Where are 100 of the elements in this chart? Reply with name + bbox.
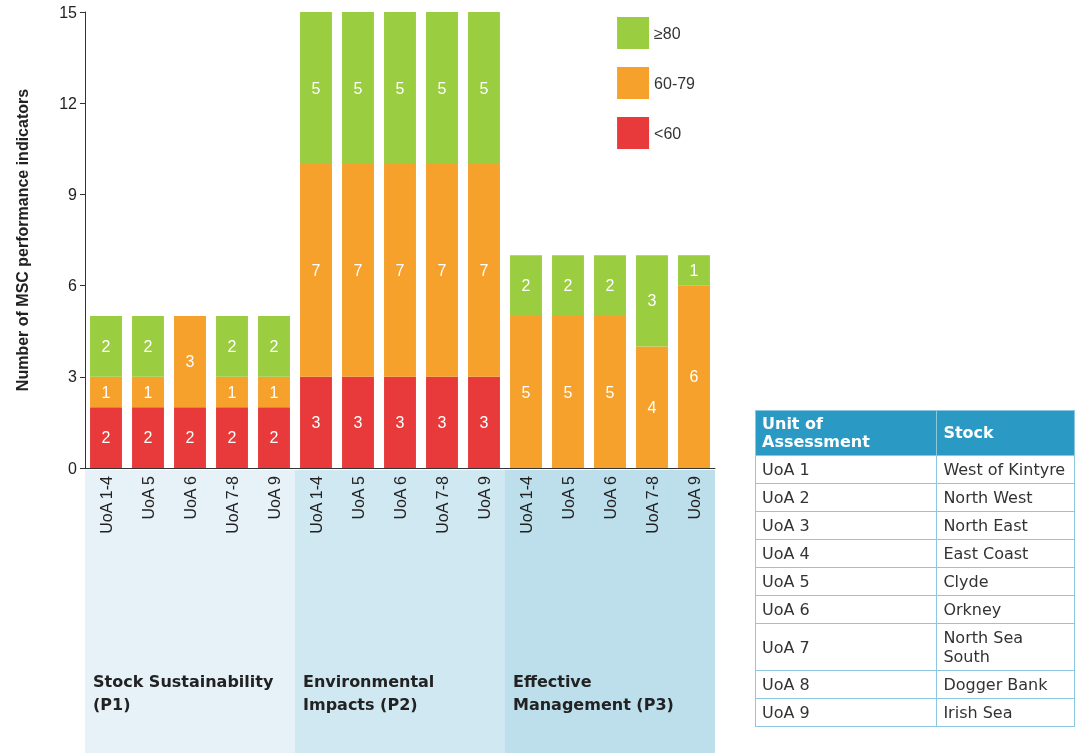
bar <box>678 255 710 286</box>
text: UoA 8 <box>755 670 937 699</box>
x-tick-label: UoA 1-4 <box>517 475 535 534</box>
bar <box>90 407 122 468</box>
data-label: 2 <box>269 337 279 355</box>
x-tick-label: UoA 9 <box>475 475 493 520</box>
data-label: 5 <box>311 79 321 97</box>
data-label: 2 <box>185 429 195 447</box>
data-label: 6 <box>689 368 699 386</box>
bar <box>384 12 416 164</box>
bar <box>174 316 206 408</box>
bar <box>342 376 374 468</box>
bar <box>552 255 584 316</box>
legend-label: <60 <box>654 124 682 142</box>
text: North East <box>936 511 1075 540</box>
data-label: 7 <box>437 261 447 279</box>
data-label: 2 <box>101 337 111 355</box>
bar <box>468 164 500 377</box>
data-label: 7 <box>311 261 321 279</box>
bar <box>468 376 500 468</box>
text: Stock <box>936 410 1075 456</box>
bar <box>174 407 206 468</box>
data-label: 1 <box>101 383 111 401</box>
data-label: 7 <box>353 261 363 279</box>
x-tick-label: UoA 7-8 <box>433 475 451 534</box>
bar <box>636 255 668 347</box>
text: UoA 1 <box>755 455 937 484</box>
y-tick-label: 0 <box>68 459 78 477</box>
bar <box>132 316 164 377</box>
bar <box>426 164 458 377</box>
text: UoA 5 <box>755 567 937 596</box>
text: Dogger Bank <box>936 670 1075 699</box>
bar <box>510 316 542 468</box>
bar <box>132 376 164 408</box>
text: UoA 7 <box>755 623 937 671</box>
text: Clyde <box>936 567 1075 596</box>
data-label: 3 <box>647 292 657 310</box>
data-label: 2 <box>227 337 237 355</box>
text: UoA 6 <box>755 595 937 624</box>
bar <box>594 255 626 316</box>
bar <box>552 316 584 468</box>
text: North West <box>936 483 1075 512</box>
data-label: 3 <box>437 413 447 431</box>
x-tick-label: UoA 9 <box>265 475 283 520</box>
data-label: 5 <box>395 79 405 97</box>
bar <box>300 164 332 377</box>
x-tick-label: UoA 5 <box>349 475 367 520</box>
data-label: 1 <box>227 383 237 401</box>
text: Stock Sustainability (P1) <box>93 671 275 716</box>
data-label: 1 <box>143 383 153 401</box>
x-tick-label: UoA 5 <box>559 475 577 520</box>
x-tick-label: UoA 7-8 <box>223 475 241 534</box>
data-label: 2 <box>563 277 573 295</box>
text: West of Kintyre <box>936 455 1075 484</box>
text: Effective Management (P3) <box>513 671 675 716</box>
data-label: 3 <box>395 413 405 431</box>
bar <box>426 376 458 468</box>
bar <box>258 376 290 408</box>
x-tick-label: UoA 9 <box>685 475 703 520</box>
text: UoA 2 <box>755 483 937 512</box>
x-tick-label: UoA 1-4 <box>97 475 115 534</box>
data-label: 2 <box>101 429 111 447</box>
data-label: 2 <box>143 429 153 447</box>
x-tick-label: UoA 7-8 <box>643 475 661 534</box>
x-tick-label: UoA 1-4 <box>307 475 325 534</box>
bar <box>384 376 416 468</box>
bar <box>300 12 332 164</box>
data-label: 7 <box>479 261 489 279</box>
bar <box>216 376 248 408</box>
text: Orkney <box>936 595 1075 624</box>
data-label: 5 <box>479 79 489 97</box>
x-tick-label: UoA 5 <box>139 475 157 520</box>
text: Irish Sea <box>936 698 1075 727</box>
y-axis-title: Number of MSC performance indicators <box>13 88 31 392</box>
bar <box>90 376 122 408</box>
text: Unit of Assessment <box>755 410 937 456</box>
data-label: 5 <box>437 79 447 97</box>
data-label: 2 <box>521 277 531 295</box>
bar <box>90 316 122 377</box>
bar <box>468 12 500 164</box>
bar <box>636 346 668 468</box>
data-label: 3 <box>479 413 489 431</box>
data-label: 1 <box>269 383 279 401</box>
y-tick-label: 12 <box>59 94 78 112</box>
bar <box>342 12 374 164</box>
text: East Coast <box>936 539 1075 568</box>
x-tick-label: UoA 6 <box>391 475 409 520</box>
text: UoA 4 <box>755 539 937 568</box>
legend-label: 60-79 <box>654 74 696 92</box>
bar <box>384 164 416 377</box>
legend-label: ≥80 <box>654 24 681 42</box>
bar <box>216 407 248 468</box>
x-tick-label: UoA 6 <box>181 475 199 520</box>
bar <box>216 316 248 377</box>
data-label: 5 <box>521 383 531 401</box>
bar <box>594 316 626 468</box>
bar <box>300 376 332 468</box>
data-label: 4 <box>647 398 657 416</box>
data-label: 2 <box>227 429 237 447</box>
bar <box>510 255 542 316</box>
